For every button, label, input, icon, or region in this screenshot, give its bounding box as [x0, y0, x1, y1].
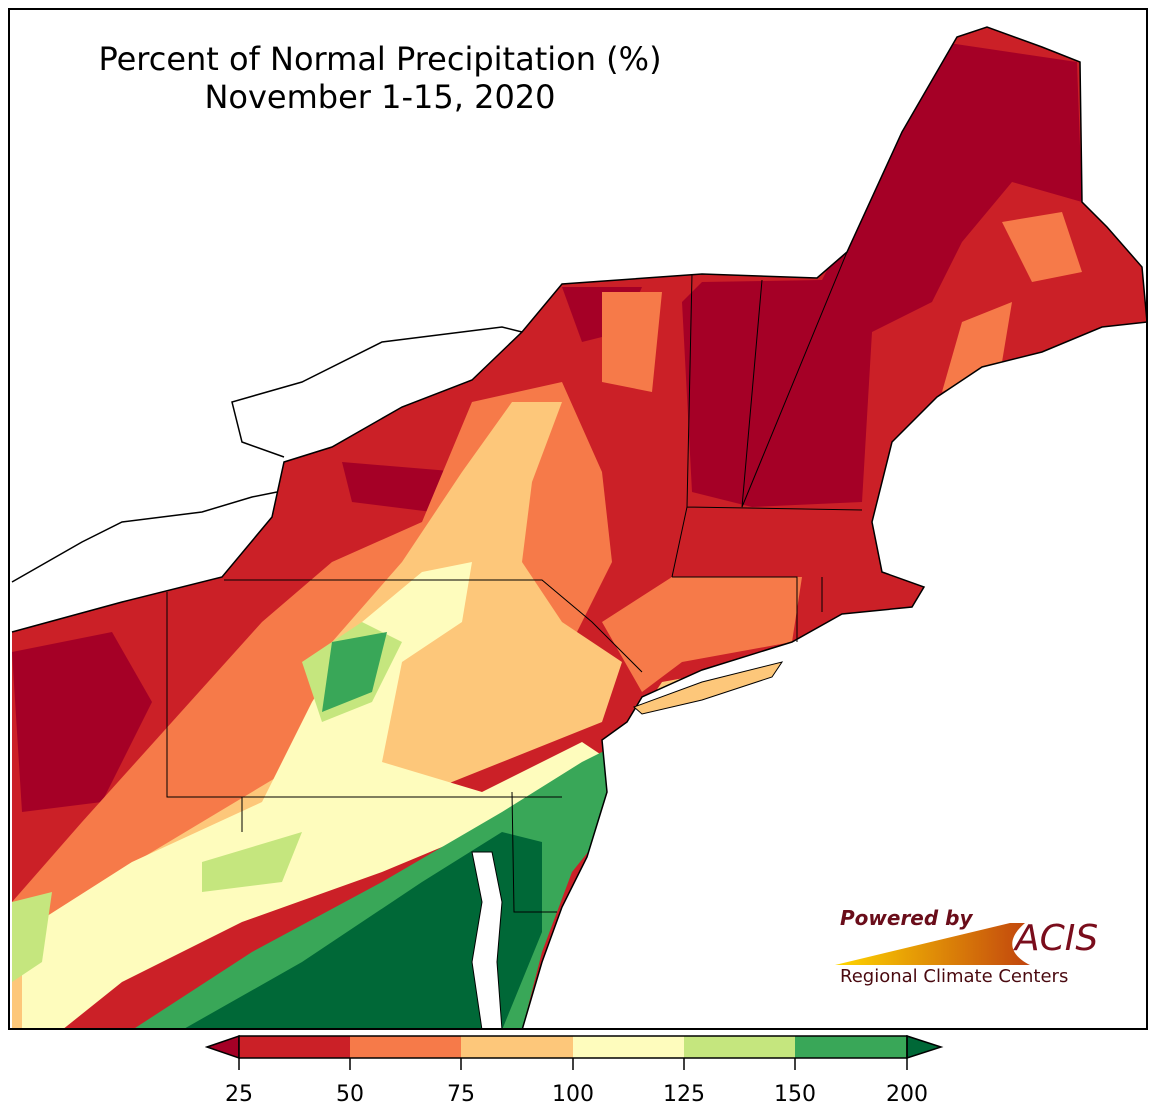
state-lines	[166, 251, 863, 913]
colorbar-100-125	[573, 1036, 684, 1058]
colorbar-tick: 125	[663, 1082, 705, 1107]
colorbar-75-100	[461, 1036, 573, 1058]
colorbar-below-arrow	[205, 1034, 240, 1060]
precipitation-map	[11, 26, 1146, 1028]
region-above-200	[182, 832, 542, 1028]
colorbar-tick: 100	[552, 1082, 594, 1107]
colorbar-tick: 200	[886, 1082, 928, 1107]
title-line-2: November 1-15, 2020	[204, 78, 556, 116]
colorbar-tick: 50	[336, 1082, 364, 1107]
logo-brand: ACIS	[1013, 918, 1098, 959]
region-150-200	[322, 632, 387, 712]
logo-subtitle: Regional Climate Centers	[840, 966, 1068, 987]
colorbar-150-200	[795, 1036, 907, 1058]
boundaries	[11, 26, 1146, 1028]
colorbar-above-arrow	[906, 1034, 944, 1060]
chesapeake-bay	[471, 851, 503, 1028]
colorbar-50-75	[350, 1036, 461, 1058]
logo-powered-by: Powered by	[840, 906, 973, 930]
map-title: Percent of Normal Precipitation (%) Nove…	[30, 40, 730, 116]
colorbar-125-150	[684, 1036, 795, 1058]
lake-erie-north-shore	[11, 491, 278, 583]
region-100-125-band	[22, 562, 612, 1028]
map-frame	[8, 8, 1148, 1030]
colorbar-tick: 25	[225, 1082, 253, 1107]
colorbar-25-50	[239, 1036, 350, 1058]
lake-ontario-north-shore	[231, 326, 523, 458]
coastline	[11, 26, 1146, 1028]
colorbar	[205, 1034, 944, 1070]
colorbar-tick: 75	[447, 1082, 475, 1107]
colorbar-tick: 150	[774, 1082, 816, 1107]
long-island	[633, 661, 784, 715]
region-below-25-ne	[682, 42, 1082, 507]
title-line-1: Percent of Normal Precipitation (%)	[98, 40, 662, 78]
acis-logo: Powered by ACIS Regional Climate Centers	[835, 906, 1098, 987]
